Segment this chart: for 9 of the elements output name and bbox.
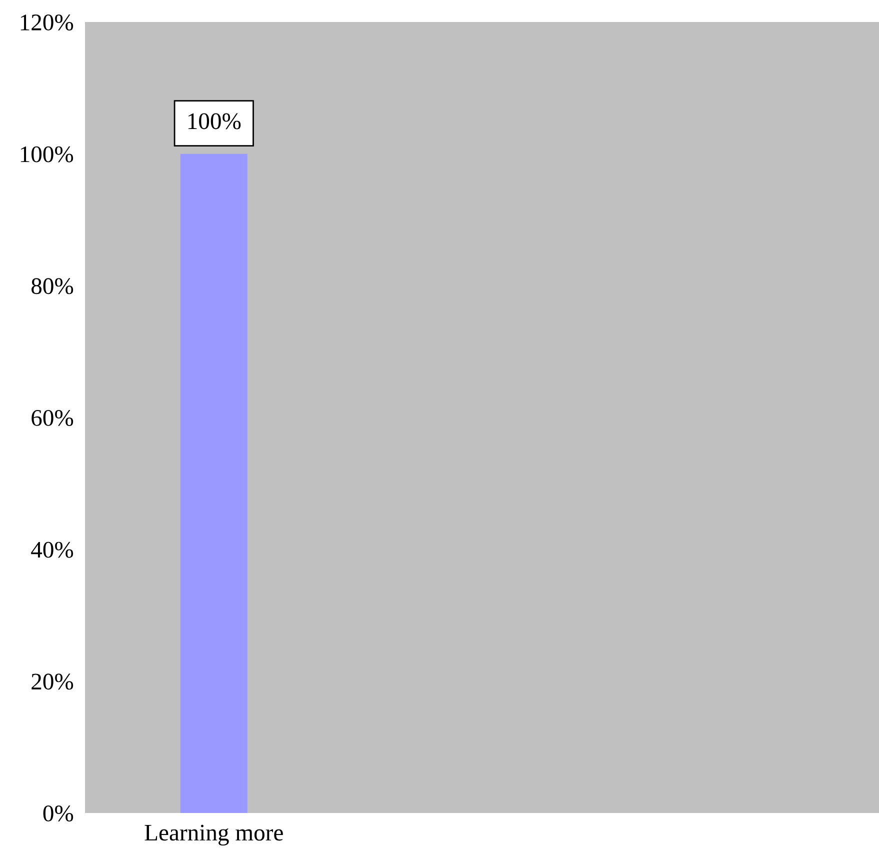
y-tick-label: 120% xyxy=(20,14,74,30)
y-tick-label: 60% xyxy=(32,410,74,426)
y-tick-label: 80% xyxy=(32,278,74,294)
y-tick-label: 0% xyxy=(43,805,74,822)
x-tick-label: Learning more xyxy=(144,824,283,846)
data-label: 100% xyxy=(188,113,241,130)
y-tick-label: 100% xyxy=(20,146,74,162)
y-tick-label: 40% xyxy=(31,542,74,558)
y-tick-label: 20% xyxy=(32,674,74,690)
